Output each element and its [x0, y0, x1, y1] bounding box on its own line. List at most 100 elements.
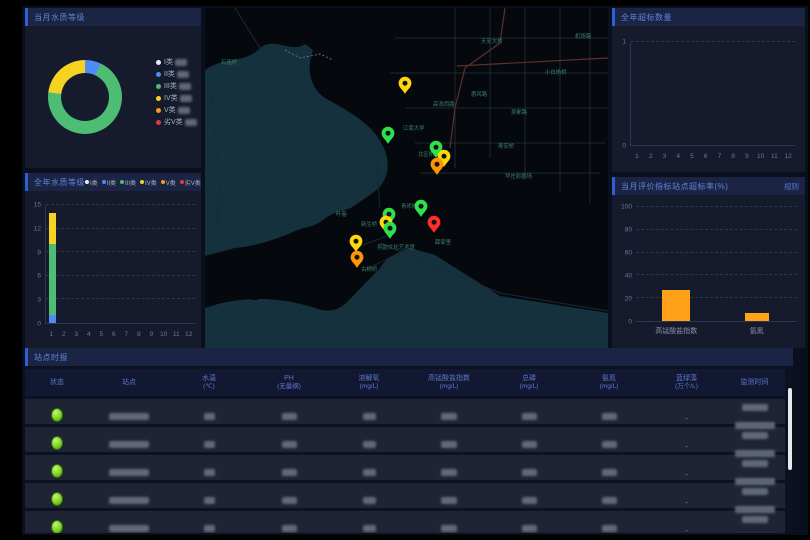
- cell-状态: [25, 464, 89, 483]
- rate-bar-氨氮[interactable]: [745, 313, 769, 321]
- redacted-value: [441, 497, 457, 504]
- bar-segment-III类: [49, 244, 56, 315]
- y-tick-label: 0: [612, 143, 626, 150]
- table-row[interactable]: -: [25, 427, 785, 452]
- cell-水温: [169, 492, 249, 510]
- gridline: [46, 275, 195, 276]
- cell-水温: [169, 436, 249, 454]
- legend-item[interactable]: II类: [156, 68, 197, 80]
- y-tick-label: 0: [618, 319, 632, 326]
- table-header-row: 状态站点水温(℃)PH(无量纲)溶解氧(mg/L)高锰酸盐指数(mg/L)总磷(…: [25, 369, 785, 396]
- map-canvas[interactable]: 石庙桥天安大桥机场路小白杨桥惠风路高浪西路吴都路江南大学寿安桥北区桥华庄影剧场青…: [205, 8, 608, 348]
- gridline: [636, 206, 797, 207]
- column-header-溶解氧: 溶解氧(mg/L): [329, 374, 409, 392]
- redacted-value: [441, 441, 457, 448]
- map-label: 机场路: [575, 32, 592, 40]
- cell-水温: [169, 464, 249, 482]
- legend-item[interactable]: V类: [156, 104, 197, 116]
- column-header-水温: 水温(℃): [169, 374, 249, 392]
- table-row[interactable]: -: [25, 483, 785, 508]
- bar-category-label: 氨氮: [750, 326, 764, 336]
- redacted-value: [282, 525, 297, 532]
- column-header-状态: 状态: [25, 378, 89, 387]
- map-label: 高浪西路: [433, 100, 455, 108]
- panel-station-table-header: 站点时报: [25, 348, 793, 366]
- redacted-value: [178, 107, 190, 114]
- table-row[interactable]: -: [25, 455, 785, 480]
- legend-item[interactable]: IV类: [156, 92, 197, 104]
- legend-dot: [85, 180, 89, 184]
- legend-label: III类: [164, 81, 177, 91]
- map-panel: 石庙桥天安大桥机场路小白杨桥惠风路高浪西路吴都路江南大学寿安桥北区桥华庄影剧场青…: [205, 8, 608, 348]
- legend-label: V类: [164, 105, 176, 115]
- month-rate-bar-chart: [636, 207, 797, 322]
- x-tick-label: 10: [158, 331, 171, 338]
- bar-category-label: 高锰酸盐指数: [655, 326, 697, 336]
- cell-状态: [25, 408, 89, 427]
- redacted-value: [177, 71, 189, 78]
- cell-蓝绿藻: -: [649, 408, 724, 426]
- legend-dot: [120, 180, 124, 184]
- legend-item[interactable]: V类: [161, 178, 176, 187]
- algae-value: -: [685, 470, 688, 479]
- legend-dot: [156, 108, 161, 113]
- redacted-value: [441, 413, 457, 420]
- dashboard: 当月水质等级 I类II类III类IV类V类劣V类 全年水质等级 I类II类III…: [0, 0, 810, 540]
- redacted-value: [282, 441, 297, 448]
- redacted-value: [441, 469, 457, 476]
- redacted-value: [204, 497, 215, 504]
- redacted-value: [522, 525, 537, 532]
- redacted-datetime: [742, 404, 768, 411]
- x-tick-label: 6: [699, 153, 713, 160]
- legend-label: I类: [164, 57, 173, 67]
- y-tick-label: 60: [618, 250, 632, 257]
- gridline: [46, 298, 195, 299]
- redacted-value: [441, 525, 457, 532]
- table-row[interactable]: -: [25, 399, 785, 424]
- table-scrollbar[interactable]: [788, 388, 792, 470]
- gridline: [636, 297, 797, 298]
- legend-dot: [102, 180, 106, 184]
- table-row[interactable]: -: [25, 511, 785, 533]
- redacted-datetime: [735, 422, 775, 429]
- legend-item[interactable]: III类: [156, 80, 197, 92]
- cell-总磷: [489, 492, 569, 510]
- legend-dot: [156, 60, 161, 65]
- legend-dot: [156, 84, 161, 89]
- legend-item[interactable]: III类: [120, 178, 136, 187]
- map-label: 吴都路: [511, 108, 528, 116]
- legend-item[interactable]: I类: [85, 178, 98, 187]
- donut-legend: I类II类III类IV类V类劣V类: [156, 56, 197, 128]
- water-quality-donut-chart: [48, 60, 122, 134]
- algae-value: -: [685, 526, 688, 533]
- map-label: 寿安桥: [498, 142, 515, 150]
- panel-title: 全年水质等级: [34, 177, 85, 188]
- stacked-bar-month-1[interactable]: [49, 205, 56, 323]
- rules-link[interactable]: 规则: [784, 181, 799, 192]
- cell-状态: [25, 436, 89, 455]
- redacted-datetime: [742, 460, 768, 467]
- cell-PH: [249, 464, 329, 482]
- redacted-value: [522, 469, 537, 476]
- gridline: [631, 41, 795, 42]
- x-tick-label: 3: [658, 153, 672, 160]
- legend-item[interactable]: 劣V类: [156, 116, 197, 128]
- redacted-value: [602, 497, 617, 504]
- x-tick-label: 1: [45, 331, 58, 338]
- legend-item[interactable]: 劣V类: [180, 178, 201, 187]
- legend-label: 劣V类: [164, 117, 183, 127]
- cell-蓝绿藻: -: [649, 492, 724, 510]
- legend-item[interactable]: IV类: [140, 178, 157, 187]
- legend-item[interactable]: II类: [102, 178, 116, 187]
- redacted-value: [204, 469, 215, 476]
- panel-year-quality: 全年水质等级 I类II类III类IV类V类劣V类 03691215 123456…: [25, 173, 201, 348]
- rate-bar-高锰酸盐指数[interactable]: [662, 290, 690, 321]
- cell-PH: [249, 520, 329, 533]
- column-header-总磷: 总磷(mg/L): [489, 374, 569, 392]
- legend-label: I类: [90, 178, 98, 187]
- legend-item[interactable]: I类: [156, 56, 197, 68]
- panel-month-quality-header: 当月水质等级: [25, 8, 201, 26]
- status-dot: [51, 464, 63, 478]
- year-quality-stacked-chart: [45, 205, 195, 324]
- y-tick-label: 15: [27, 202, 41, 209]
